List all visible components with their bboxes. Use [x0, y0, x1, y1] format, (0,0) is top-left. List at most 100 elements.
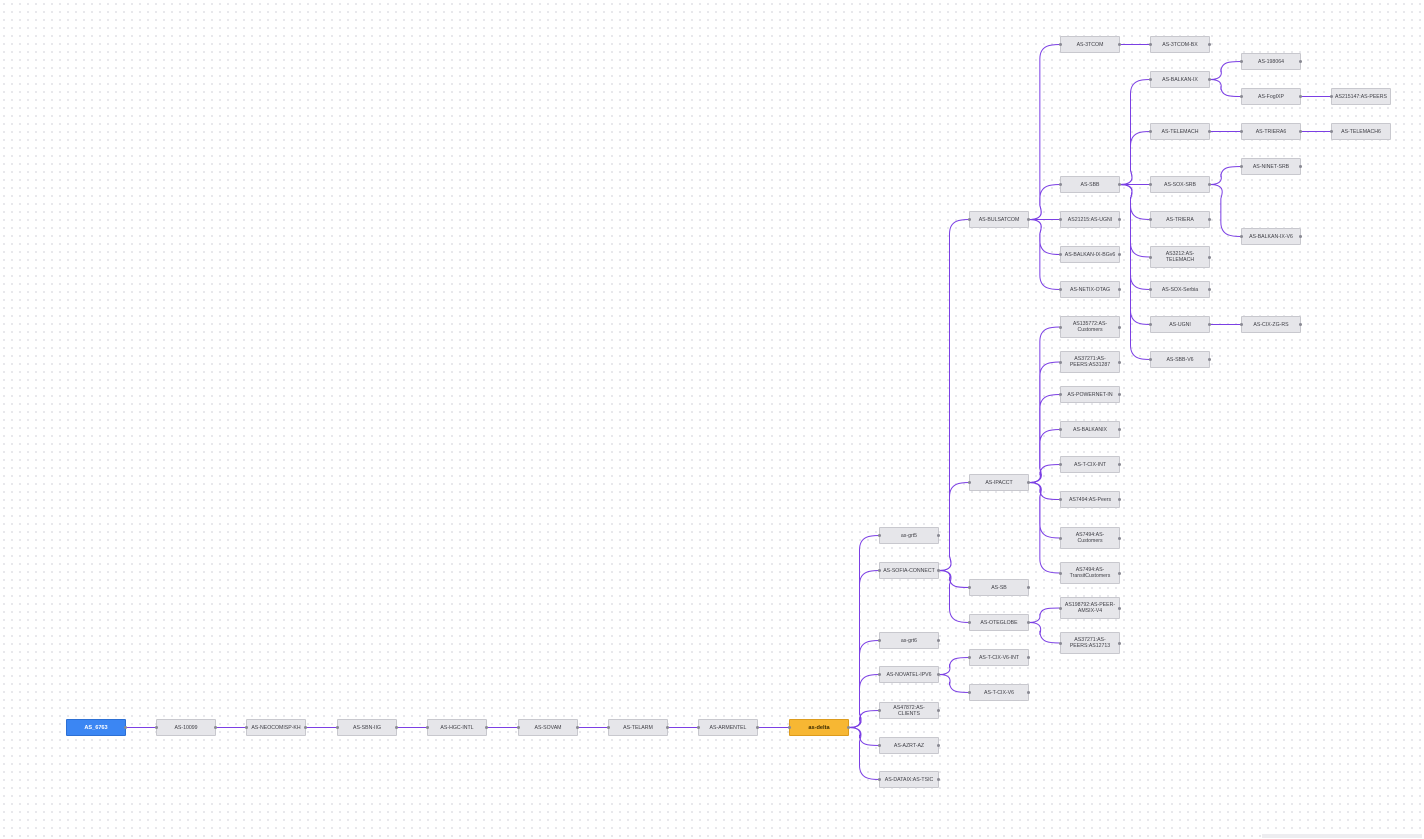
edge-n23-n39	[1119, 131, 1151, 185]
node-label: AS7494:AS-Peers	[1068, 496, 1112, 503]
node-as-fogixp[interactable]: AS-FogIXP	[1240, 88, 1302, 105]
edge-n17-n32	[1028, 482, 1061, 500]
node-as-triera[interactable]: AS-TRIERA	[1149, 211, 1211, 228]
node-as-sox-serbia[interactable]: AS-SOX-Serbia	[1149, 281, 1211, 298]
node-as-198064[interactable]: AS-198064	[1240, 53, 1302, 70]
node-as-netix-otag[interactable]: AS-NETIX-OTAG	[1059, 281, 1121, 298]
node-as-delta[interactable]: as-delta	[788, 719, 850, 736]
node-as7494-as-customers[interactable]: AS7494:AS-Customers	[1059, 527, 1121, 549]
node-label: AS-TRIERA6	[1255, 128, 1287, 135]
node-as47872-as-clients[interactable]: AS47872:AS-CLIENTS	[878, 702, 940, 719]
node-as-armentel[interactable]: AS-ARMENTEL	[697, 719, 759, 736]
node-as7494-as-peers[interactable]: AS7494:AS-Peers	[1059, 491, 1121, 508]
edge-n16-n22	[1028, 44, 1061, 220]
node-as215147-as-peers[interactable]: AS215147:AS-PEERS	[1330, 88, 1391, 105]
node-as-grt5[interactable]: as-grt5	[878, 527, 940, 544]
node-label: AS-T-CIX-V6	[984, 689, 1014, 696]
node-label: AS-BALKAN-IX-V6	[1249, 233, 1293, 240]
node-as-sbb[interactable]: AS-SBB	[1059, 176, 1121, 193]
node-as-sbb-v6[interactable]: AS-SBB-V6	[1149, 351, 1211, 368]
node-as-dataix-as-tsic[interactable]: AS-DATAIX:AS-TSIC	[878, 771, 940, 788]
node-as-neocomisp-kh[interactable]: AS-NEOCOMISP-KH	[245, 719, 307, 736]
node-as-hgc-intl[interactable]: AS-HGC-INTL	[426, 719, 488, 736]
node-label: AS-NEOCOMISP-KH	[251, 724, 301, 731]
edge-n38-n46	[1209, 61, 1242, 80]
edge-n17-n30	[1028, 429, 1061, 483]
node-as3212-as-telemach[interactable]: AS3212:AS-TELEMACH	[1149, 246, 1211, 268]
node-as-sofia-connect[interactable]: AS-SOFIA-CONNECT	[878, 562, 940, 579]
node-as-balkanix[interactable]: AS-BALKANIX	[1059, 421, 1121, 438]
node-label: AS47872:AS-CLIENTS	[893, 704, 925, 717]
edge-n17-n29	[1028, 394, 1061, 483]
node-as-balkan-ix-bgv6[interactable]: AS-BALKAN-IX-BGv6	[1059, 246, 1121, 263]
node-label: AS-BALKAN-IX-BGv6	[1064, 251, 1116, 258]
node-label: AS-NINET-SRB	[1252, 163, 1290, 170]
node-as-t-cix-v6[interactable]: AS-T-CIX-V6	[968, 684, 1030, 701]
node-as-cix-zg-rs[interactable]: AS-CIX-ZG-RS	[1240, 316, 1302, 333]
node-as-sb[interactable]: AS-SB	[968, 579, 1030, 596]
edge-n12-n20	[938, 657, 970, 675]
node-as37271-as-peers-as12713[interactable]: AS37271:AS-PEERS:AS12713	[1059, 632, 1121, 654]
node-label: AS7494:AS-Customers	[1075, 532, 1105, 544]
node-as-telemach6[interactable]: AS-TELEMACH6	[1330, 123, 1391, 140]
edge-n8-n15	[848, 727, 880, 780]
edge-n23-n44	[1119, 184, 1151, 325]
node-label: AS37271:AS-PEERS:AS12713	[1069, 637, 1111, 649]
node-as-balkan-ix-v6[interactable]: AS-BALKAN-IX-V6	[1240, 228, 1302, 245]
edge-n8-n14	[848, 727, 880, 746]
node-as7494-as-transitcustomers[interactable]: AS7494:AS-TransitCustomers	[1059, 562, 1121, 584]
node-label: AS-ARMENTEL	[709, 724, 747, 731]
node-as-ipacct[interactable]: AS-IPACCT	[968, 474, 1030, 491]
node-label: AS-TELEMACH	[1161, 128, 1199, 135]
node-as-grt6[interactable]: as-grt6	[878, 632, 940, 649]
node-as-sbn-iig[interactable]: AS-SBN-IIG	[336, 719, 398, 736]
node-label: AS_6763	[84, 724, 108, 731]
node-as-sovam[interactable]: AS-SOVAM	[517, 719, 579, 736]
edge-n17-n33	[1028, 482, 1061, 539]
node-as-triera6[interactable]: AS-TRIERA6	[1240, 123, 1302, 140]
node-as-novatel-ipv6[interactable]: AS-NOVATEL-IPV6	[878, 666, 940, 683]
node-label: AS-DATAIX:AS-TSIC	[884, 776, 934, 783]
node-as-t-cix-int[interactable]: AS-T-CIX-INT	[1059, 456, 1121, 473]
edge-n40-n49	[1209, 166, 1242, 185]
node-as135772-as-customers[interactable]: AS135772:AS-Customers	[1059, 316, 1121, 338]
node-as198792-as-peer-amsix-v4[interactable]: AS198792:AS-PEER-AMSIX-V4	[1059, 597, 1121, 619]
node-as-azrt-az[interactable]: AS-AZRT-AZ	[878, 737, 940, 754]
edge-n16-n23	[1028, 184, 1061, 220]
node-label: AS-TRIERA	[1166, 216, 1194, 223]
node-label: AS-SOFIA-CONNECT	[883, 567, 935, 574]
node-as-powernet-in[interactable]: AS-POWERNET-IN	[1059, 386, 1121, 403]
node-as-telemach[interactable]: AS-TELEMACH	[1149, 123, 1211, 140]
node-as21215-as-ugni[interactable]: AS21215:AS-UGNI	[1059, 211, 1121, 228]
edge-n8-n10	[848, 570, 880, 728]
node-as-oteglobe[interactable]: AS-OTEGLOBE	[968, 614, 1030, 631]
node-as-3tcom[interactable]: AS-3TCOM	[1059, 36, 1121, 53]
node-label: AS-CIX-ZG-RS	[1253, 321, 1289, 328]
node-as37271-as-peers-as31287[interactable]: AS37271:AS-PEERS:AS31287	[1059, 351, 1121, 373]
node-as-ugni[interactable]: AS-UGNI	[1149, 316, 1211, 333]
node-as-6763[interactable]: AS_6763	[66, 719, 127, 736]
node-label: AS-NETIX-OTAG	[1070, 286, 1110, 293]
edge-n10-n16	[938, 219, 970, 571]
node-as-t-cix-v6-int[interactable]: AS-T-CIX-V6-INT	[968, 649, 1030, 666]
node-as-ninet-srb[interactable]: AS-NINET-SRB	[1240, 158, 1302, 175]
node-label: AS135772:AS-Customers	[1072, 321, 1108, 333]
node-label: AS21215:AS-UGNI	[1067, 216, 1113, 223]
node-as-bulsatcom[interactable]: AS-BULSATCOM	[968, 211, 1030, 228]
edge-n19-n35	[1028, 607, 1061, 623]
node-as-sox-srb[interactable]: AS-SOX-SRB	[1149, 176, 1211, 193]
node-label: AS-POWERNET-IN	[1067, 391, 1113, 398]
node-label: AS-SOVAM	[534, 724, 562, 731]
node-label: AS-OTEGLOBE	[980, 619, 1018, 626]
node-as-3tcom-bx[interactable]: AS-3TCOM-BX	[1149, 36, 1211, 53]
node-as-balkan-ix[interactable]: AS-BALKAN-IX	[1149, 71, 1211, 88]
edge-n8-n9	[848, 535, 880, 728]
node-label: AS-TELARM	[623, 724, 653, 731]
edge-n38-n47	[1209, 79, 1242, 97]
node-as-10099[interactable]: AS-10099	[155, 719, 217, 736]
node-label: AS-BALKAN-IX	[1162, 76, 1198, 83]
edge-n19-n36	[1028, 622, 1061, 644]
node-as-telarm[interactable]: AS-TELARM	[607, 719, 669, 736]
